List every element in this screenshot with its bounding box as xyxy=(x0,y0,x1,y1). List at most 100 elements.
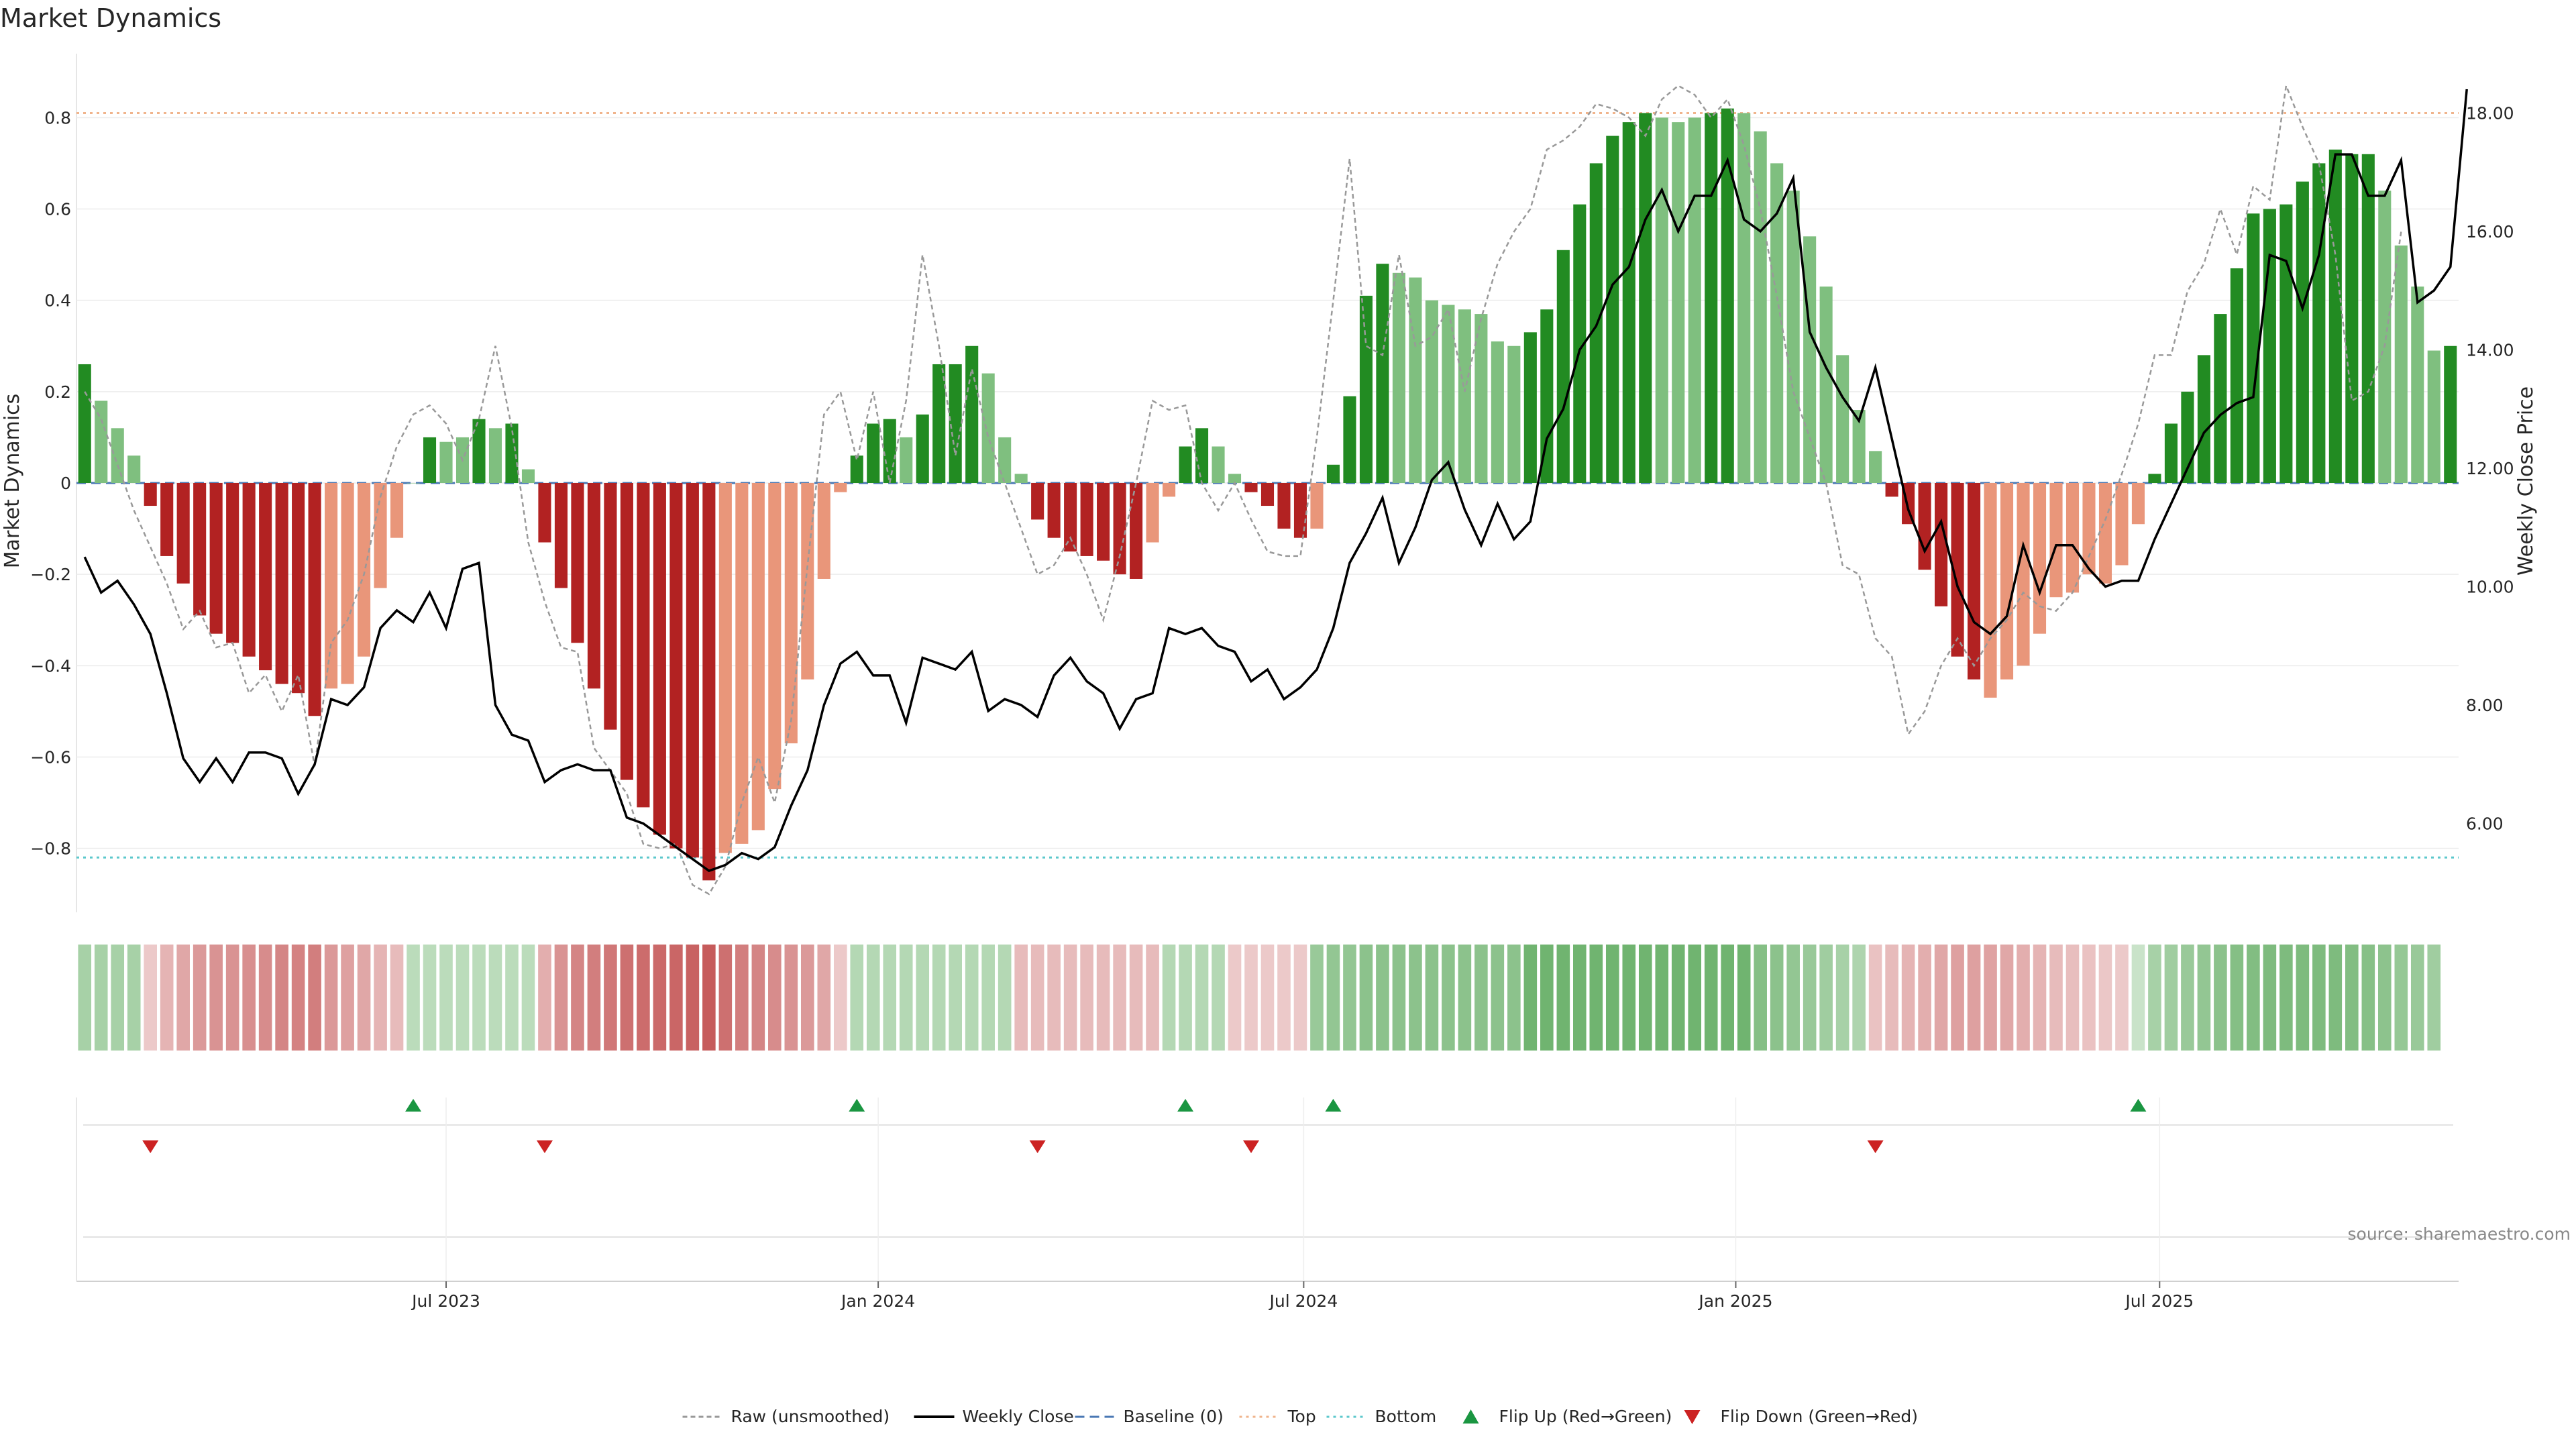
strip-cell-92 xyxy=(1589,945,1603,1051)
bar-125 xyxy=(2131,483,2145,525)
bar-36 xyxy=(669,483,683,849)
strip-cell-89 xyxy=(1540,945,1554,1051)
bar-61 xyxy=(1080,483,1093,556)
bar-78 xyxy=(1359,295,1373,483)
bar-140 xyxy=(2378,191,2392,483)
strip-cell-25 xyxy=(488,945,502,1051)
strip-cell-15 xyxy=(324,945,338,1051)
bar-84 xyxy=(1458,309,1471,483)
bar-24 xyxy=(472,419,486,483)
strip-cell-121 xyxy=(2065,945,2080,1051)
strip-cell-120 xyxy=(2049,945,2063,1051)
strip-cell-138 xyxy=(2345,945,2359,1051)
bar-95 xyxy=(1639,113,1652,484)
bar-86 xyxy=(1491,341,1504,483)
strip-cell-91 xyxy=(1573,945,1587,1051)
raw-line xyxy=(84,82,2402,896)
strip-cell-110 xyxy=(1885,945,1898,1051)
bar-82 xyxy=(1425,300,1438,483)
strip-cell-77 xyxy=(1343,945,1356,1051)
bar-137 xyxy=(2328,149,2342,483)
strip-cell-142 xyxy=(2410,945,2424,1051)
bar-114 xyxy=(1951,483,1964,657)
strip-cell-90 xyxy=(1556,945,1570,1051)
bar-8 xyxy=(209,483,223,634)
bar-42 xyxy=(768,483,782,790)
strip-cell-16 xyxy=(341,945,354,1051)
strip-cell-108 xyxy=(1852,945,1866,1051)
strip-cell-67 xyxy=(1179,945,1192,1051)
bar-22 xyxy=(439,441,453,483)
strip-cell-71 xyxy=(1244,945,1258,1051)
bar-44 xyxy=(801,483,814,680)
strip-cell-65 xyxy=(1146,945,1159,1051)
strip-cell-66 xyxy=(1162,945,1176,1051)
bar-14 xyxy=(308,483,321,716)
bar-76 xyxy=(1326,464,1340,483)
bar-73 xyxy=(1277,483,1291,529)
bar-83 xyxy=(1442,305,1455,483)
strip-cell-8 xyxy=(209,945,223,1051)
strip-cell-115 xyxy=(1967,945,1981,1051)
y2-tick-label-6: 18.00 xyxy=(2466,103,2514,123)
strip-cell-47 xyxy=(850,945,864,1051)
bar-63 xyxy=(1113,483,1126,575)
strip-cell-111 xyxy=(1901,945,1915,1051)
strip-cell-133 xyxy=(2263,945,2277,1051)
weekly-close-line xyxy=(83,89,2468,873)
bar-133 xyxy=(2263,209,2276,483)
bar-57 xyxy=(1014,474,1028,483)
bar-51 xyxy=(916,414,929,483)
strip-cell-141 xyxy=(2394,945,2408,1051)
right-axis-ticks: 6.00 8.00 10.00 12.00 14.00 16.00 18.00 xyxy=(2466,103,2514,833)
strip-cell-50 xyxy=(899,945,913,1051)
bar-65 xyxy=(1146,483,1159,543)
strip-cell-5 xyxy=(160,945,174,1051)
bar-97 xyxy=(1672,122,1685,483)
bar-16 xyxy=(341,483,354,684)
legend-label-1: Weekly Close xyxy=(963,1407,1074,1426)
strip-cell-52 xyxy=(932,945,946,1051)
bar-9 xyxy=(226,483,239,643)
y2-tick-label-0: 6.00 xyxy=(2466,814,2504,834)
strip-cell-140 xyxy=(2378,945,2392,1051)
bar-64 xyxy=(1130,483,1143,579)
strip-cell-74 xyxy=(1293,945,1307,1051)
bar-81 xyxy=(1409,277,1422,483)
bar-43 xyxy=(784,483,798,744)
strip-cell-21 xyxy=(423,945,437,1051)
bar-126 xyxy=(2148,474,2161,483)
strip-cell-49 xyxy=(883,945,897,1051)
bar-3 xyxy=(127,455,141,483)
bar-39 xyxy=(718,483,732,853)
strip-cell-73 xyxy=(1277,945,1291,1051)
strip-cell-56 xyxy=(998,945,1012,1051)
bar-13 xyxy=(292,483,305,694)
strip-cell-22 xyxy=(439,945,453,1051)
bar-135 xyxy=(2296,181,2309,483)
bar-2 xyxy=(111,428,124,483)
strip-cell-34 xyxy=(637,945,650,1051)
bar-113 xyxy=(1935,483,1948,606)
strip-cell-127 xyxy=(2164,945,2178,1051)
strip-cell-7 xyxy=(193,945,207,1051)
strip-cell-76 xyxy=(1326,945,1340,1051)
x-tick-label-0: Jul 2023 xyxy=(411,1291,480,1311)
strip-cell-131 xyxy=(2230,945,2244,1051)
bar-30 xyxy=(571,483,584,643)
bar-107 xyxy=(1836,355,1849,483)
strip-cell-135 xyxy=(2296,945,2310,1051)
bar-93 xyxy=(1606,136,1619,483)
strip-cell-12 xyxy=(275,945,288,1051)
legend-label-3: Top xyxy=(1287,1407,1316,1426)
bar-142 xyxy=(2411,286,2424,483)
momentum-bars xyxy=(78,108,2457,881)
bar-70 xyxy=(1228,474,1242,483)
strip-cell-97 xyxy=(1671,945,1685,1051)
strip-cell-93 xyxy=(1605,945,1619,1051)
bar-74 xyxy=(1293,483,1307,538)
bar-121 xyxy=(2065,483,2080,593)
bar-110 xyxy=(1885,483,1898,497)
bar-71 xyxy=(1244,483,1258,492)
